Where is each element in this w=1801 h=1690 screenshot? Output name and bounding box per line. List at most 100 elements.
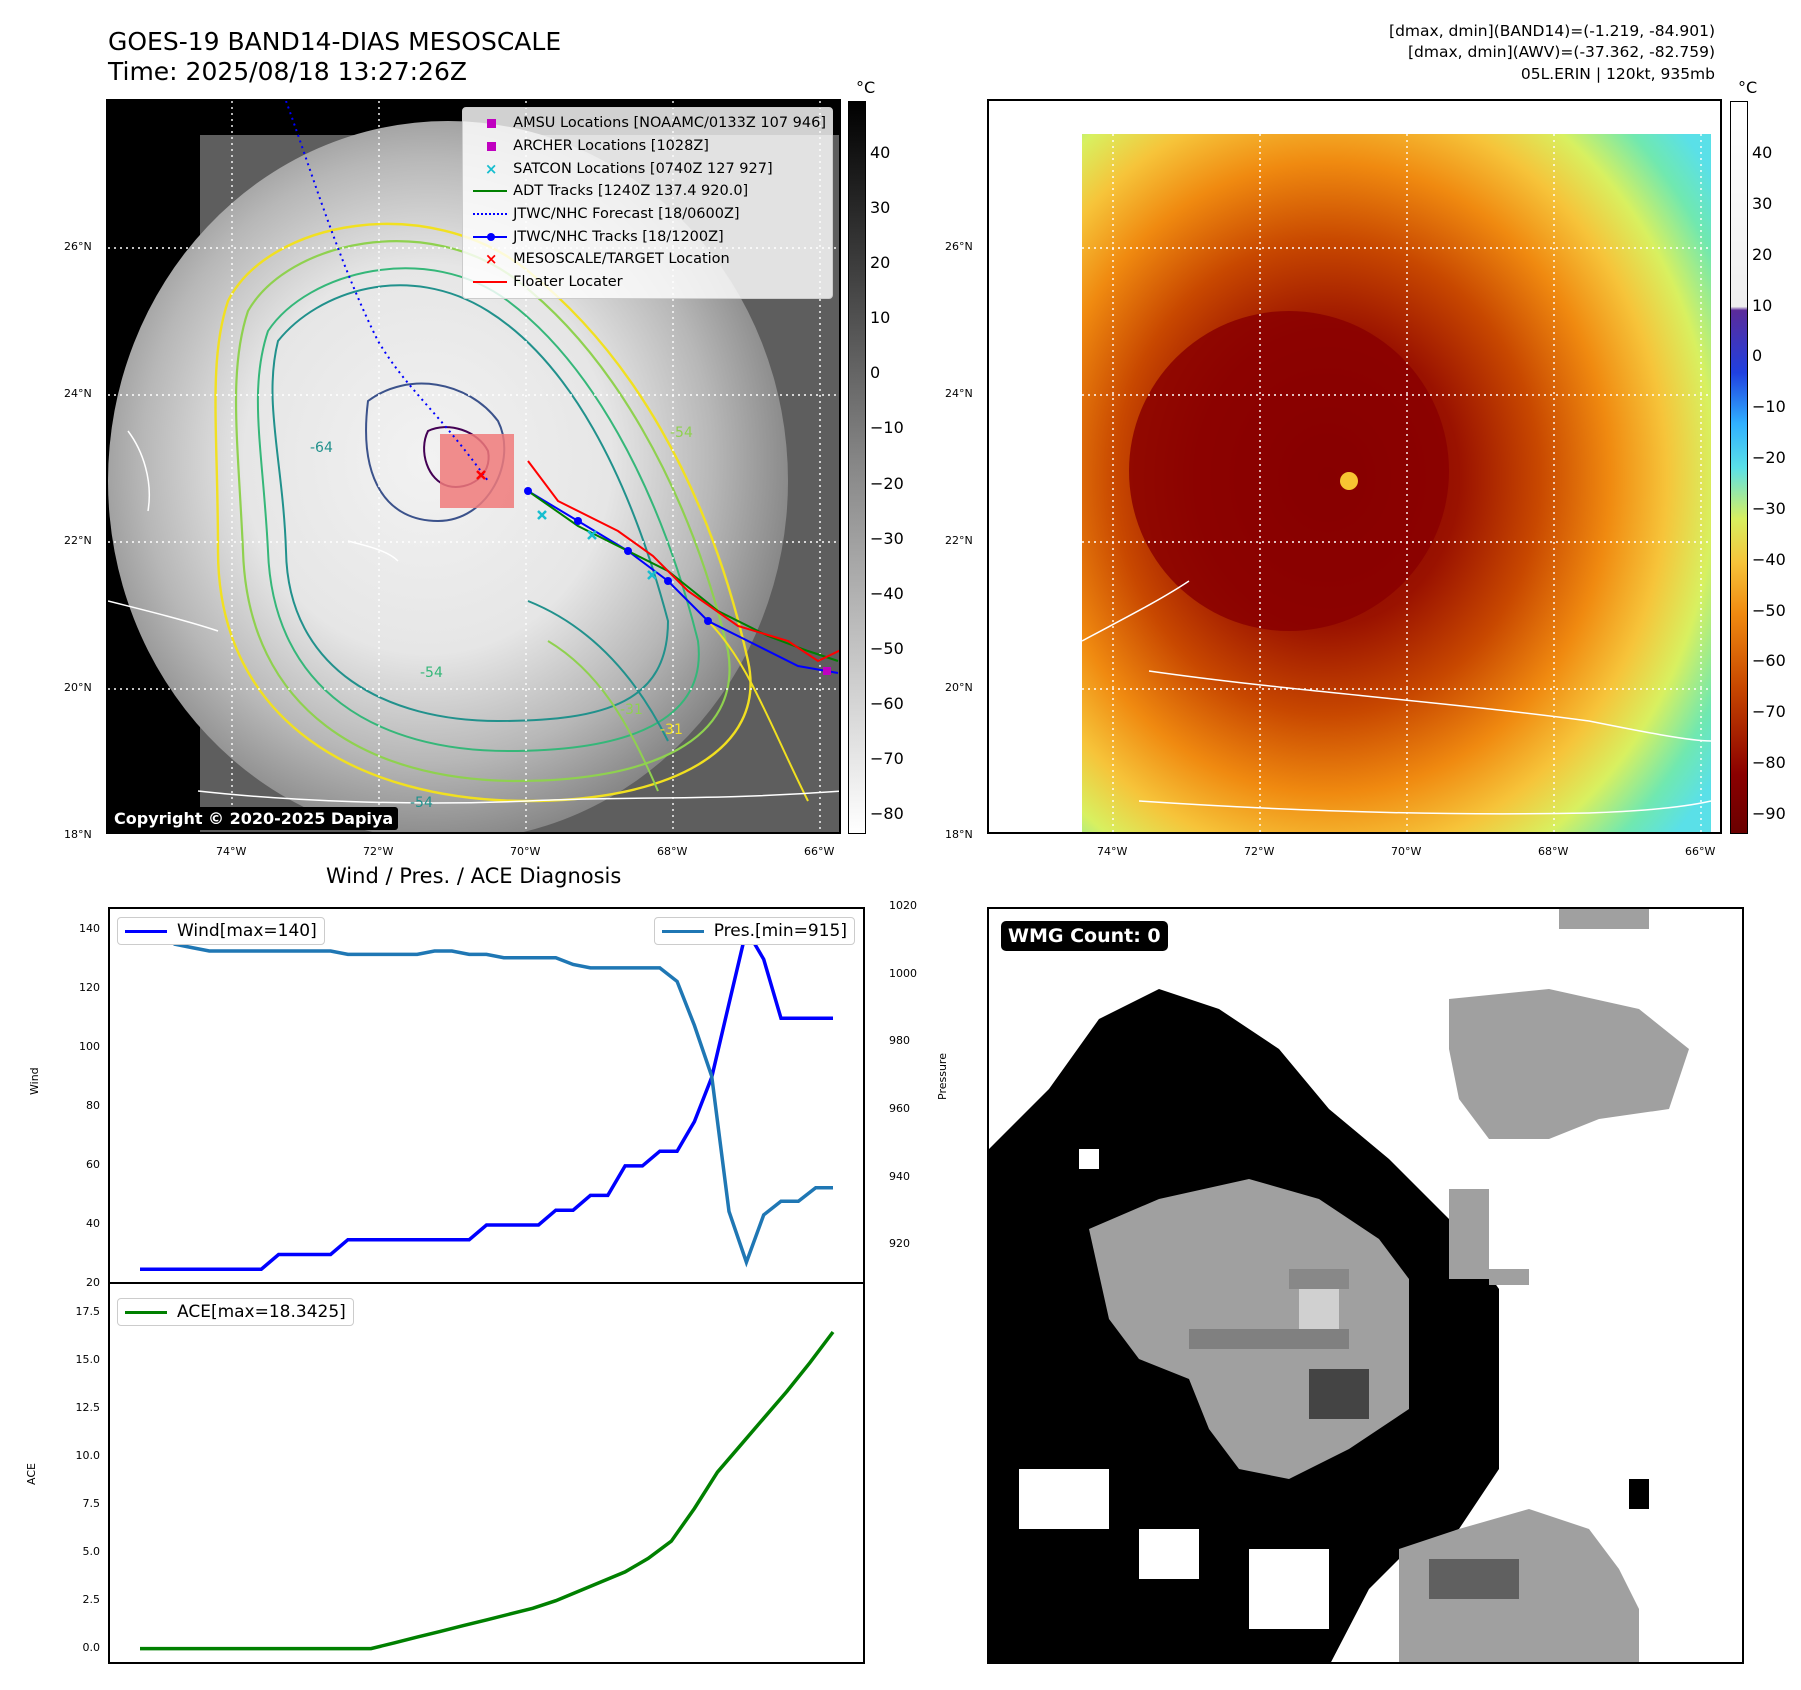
pressure-tick-label: 1000 xyxy=(889,966,917,980)
lon-label: 68°W xyxy=(1538,845,1569,858)
colorbar-unit: °C xyxy=(856,78,876,97)
contour-label: -64 xyxy=(310,440,333,456)
pressure-tick-label: 1020 xyxy=(889,899,917,912)
legend-item-satcon: × SATCON Locations [0740Z 127 927] xyxy=(469,157,826,180)
legend-item-adt: ADT Tracks [1240Z 137.4 920.0] xyxy=(469,180,826,203)
pressure-tick-label: 920 xyxy=(889,1237,910,1251)
pressure-axis-label: Pressure xyxy=(936,1053,949,1100)
lat-label: 26°N xyxy=(64,240,92,253)
colorbar-tick-label: −50 xyxy=(870,638,904,658)
pressure-series-line xyxy=(140,922,833,1268)
lat-label: 24°N xyxy=(945,387,973,400)
map-legend: AMSU Locations [NOAAMC/0133Z 107 946] AR… xyxy=(462,107,833,299)
colorbar-tick-label: −10 xyxy=(870,418,904,438)
wind-legend: Wind[max=140] xyxy=(117,917,325,945)
ace-tick-label: 15.0 xyxy=(75,1352,101,1366)
legend-label: ADT Tracks [1240Z 137.4 920.0] xyxy=(513,183,749,200)
lat-label: 20°N xyxy=(945,681,973,694)
legend-item-archer: ARCHER Locations [1028Z] xyxy=(469,135,826,158)
line-icon xyxy=(469,180,513,202)
legend-item-forecast: JTWC/NHC Forecast [18/0600Z] xyxy=(469,203,826,226)
wmg-count-badge: WMG Count: 0 xyxy=(1001,921,1168,951)
line-icon xyxy=(125,1310,167,1314)
colorbar-tick-label: −80 xyxy=(870,804,904,823)
colorbar-tick-label: −10 xyxy=(1752,397,1786,417)
wind-axis-label: Wind xyxy=(28,1067,41,1095)
colorbar-tick-label: −80 xyxy=(1752,753,1786,773)
legend-label: Floater Locater xyxy=(513,274,623,291)
ace-series-line xyxy=(140,1330,835,1651)
legend-label: ARCHER Locations [1028Z] xyxy=(513,138,709,155)
lon-label: 74°W xyxy=(216,845,247,858)
contour-label: -54 xyxy=(420,665,443,681)
colorbar-right xyxy=(1730,101,1748,834)
colorbar-tick-label: 20 xyxy=(1752,244,1773,264)
wind-tick-label: 80 xyxy=(86,1098,100,1112)
colorbar-tick-label: 20 xyxy=(870,253,891,273)
lon-label: 70°W xyxy=(1391,845,1422,858)
colorbar-tick-label: 30 xyxy=(870,198,891,218)
copyright-badge: Copyright © 2020-2025 Dapiya xyxy=(109,807,399,830)
wind-tick-label: 40 xyxy=(86,1216,100,1230)
awv-map-panel[interactable] xyxy=(987,99,1722,834)
ace-plot xyxy=(140,1330,835,1651)
lat-label: 22°N xyxy=(945,534,973,547)
colorbar-tick-label: −90 xyxy=(1752,804,1786,823)
lon-label: 70°W xyxy=(510,845,541,858)
ace-tick-label: 12.5 xyxy=(75,1400,101,1414)
colorbar-unit: °C xyxy=(1738,78,1758,97)
wind-series-line xyxy=(140,925,833,1271)
legend-label: SATCON Locations [0740Z 127 927] xyxy=(513,160,773,177)
pressure-tick-label: 980 xyxy=(889,1034,910,1048)
colorbar-tick-label: −30 xyxy=(870,528,904,548)
colorbar-tick-label: −20 xyxy=(1752,448,1786,468)
square-marker-icon xyxy=(469,135,513,157)
colorbar-tick-label: −30 xyxy=(1752,498,1786,518)
colorbar-tick-label: 40 xyxy=(1752,143,1773,162)
legend-item-tracks: JTWC/NHC Tracks [18/1200Z] xyxy=(469,225,826,248)
figure-title: GOES-19 BAND14-DIAS MESOSCALE xyxy=(108,27,562,56)
contour-label: -54 xyxy=(670,425,693,441)
square-marker-icon xyxy=(469,112,513,134)
contour-label: -31 xyxy=(660,722,683,738)
info-band14: [dmax, dmin](BAND14)=(-1.219, -84.901) xyxy=(1389,22,1715,40)
wind-legend-label: Wind[max=140] xyxy=(177,921,317,941)
colorbar-tick-label: −60 xyxy=(1752,651,1786,671)
pressure-legend-label: Pres.[min=915] xyxy=(713,921,847,941)
wmg-panel[interactable]: WMG Count: 0 xyxy=(987,907,1744,1664)
legend-label: MESOSCALE/TARGET Location xyxy=(513,251,730,268)
wind-tick-label: 20 xyxy=(86,1276,100,1289)
ace-tick-label: 7.5 xyxy=(82,1496,101,1510)
legend-label: AMSU Locations [NOAAMC/0133Z 107 946] xyxy=(513,115,826,132)
contour-label: -54 xyxy=(410,795,433,811)
contour-label: -31 xyxy=(620,702,643,718)
legend-item-amsu: AMSU Locations [NOAAMC/0133Z 107 946] xyxy=(469,112,826,135)
wind-pressure-plot xyxy=(140,922,833,1271)
diagnosis-title: Wind / Pres. / ACE Diagnosis xyxy=(326,864,622,888)
legend-label: JTWC/NHC Forecast [18/0600Z] xyxy=(513,206,740,223)
legend-item-mesoscale: × MESOSCALE/TARGET Location xyxy=(469,248,826,271)
lat-label: 18°N xyxy=(945,828,973,841)
x-marker-icon: × xyxy=(484,159,498,178)
ace-axis-label: ACE xyxy=(25,1463,38,1485)
awv-map-image xyxy=(1081,134,1712,832)
legend-label: JTWC/NHC Tracks [18/1200Z] xyxy=(513,228,724,245)
ace-tick-label: 17.5 xyxy=(75,1304,101,1318)
colorbar-tick-label: 30 xyxy=(1752,193,1773,213)
diagnosis-divider xyxy=(108,1282,865,1284)
line-dot-icon xyxy=(469,226,513,248)
lat-label: 20°N xyxy=(64,681,92,694)
colorbar-left xyxy=(848,101,866,834)
ace-tick-label: 5.0 xyxy=(82,1544,101,1558)
wind-tick-label: 120 xyxy=(79,980,100,994)
dotted-line-icon xyxy=(469,203,513,225)
wmg-image xyxy=(989,909,1689,1662)
line-icon xyxy=(469,271,513,293)
ace-tick-label: 0.0 xyxy=(82,1640,101,1654)
ir-map-panel[interactable]: AMSU Locations [NOAAMC/0133Z 107 946] AR… xyxy=(106,99,841,834)
colorbar-tick-label: −40 xyxy=(870,583,904,603)
colorbar-tick-label: −40 xyxy=(1752,549,1786,569)
figure-time: Time: 2025/08/18 13:27:26Z xyxy=(108,57,467,86)
info-storm: 05L.ERIN | 120kt, 935mb xyxy=(1520,65,1715,83)
lat-label: 26°N xyxy=(945,240,973,253)
